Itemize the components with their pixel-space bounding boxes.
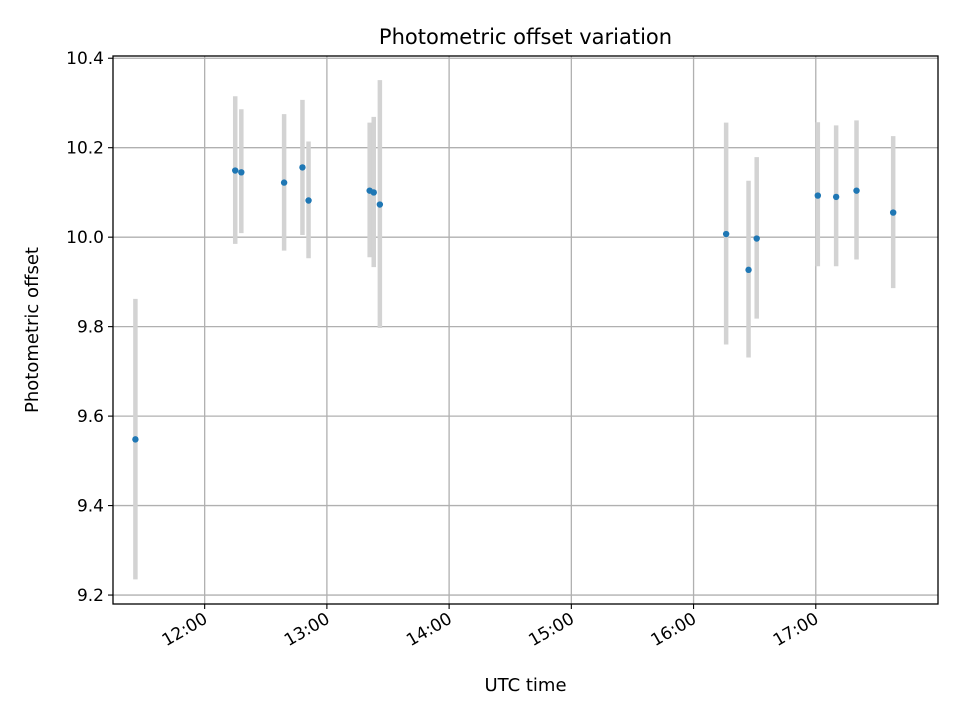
error-bars xyxy=(133,80,896,580)
plot-frame xyxy=(112,55,939,605)
data-point xyxy=(376,201,384,208)
y-tick-label: 9.6 xyxy=(77,407,104,427)
y-tick-label: 10.4 xyxy=(66,49,104,69)
x-tick-label: 16:00 xyxy=(648,609,700,651)
data-point xyxy=(814,192,822,199)
x-tick-label: 14:00 xyxy=(403,609,455,651)
data-point xyxy=(753,235,760,242)
data-point xyxy=(305,197,312,204)
chart-title: Photometric offset variation xyxy=(379,25,672,49)
data-point xyxy=(238,169,245,176)
x-axis-title: UTC time xyxy=(484,675,566,696)
x-axis: 12:00 13:00 14:00 15:00 16:00 17:00 xyxy=(159,604,822,651)
y-tick-label: 9.2 xyxy=(77,586,104,606)
data-point xyxy=(280,179,288,186)
y-tick-label: 10.0 xyxy=(66,228,104,248)
y-axis: 9.2 9.4 9.6 9.8 10.0 10.2 10.4 xyxy=(66,49,113,606)
y-axis-title: Photometric offset xyxy=(22,247,43,413)
data-point xyxy=(832,193,840,201)
x-tick-label: 17:00 xyxy=(770,609,822,651)
data-point xyxy=(889,209,897,216)
data-point xyxy=(299,164,306,171)
data-point xyxy=(722,230,730,238)
data-points xyxy=(132,164,897,443)
data-point xyxy=(232,167,239,174)
x-tick-label: 15:00 xyxy=(525,609,577,651)
x-tick-label: 12:00 xyxy=(159,609,211,651)
data-point xyxy=(132,436,139,443)
data-point xyxy=(853,187,860,194)
y-tick-label: 10.2 xyxy=(66,139,104,159)
data-point xyxy=(370,189,377,196)
data-point xyxy=(745,266,752,274)
y-tick-label: 9.8 xyxy=(77,318,104,338)
y-tick-label: 9.4 xyxy=(77,497,104,517)
x-tick-label: 13:00 xyxy=(281,609,333,651)
